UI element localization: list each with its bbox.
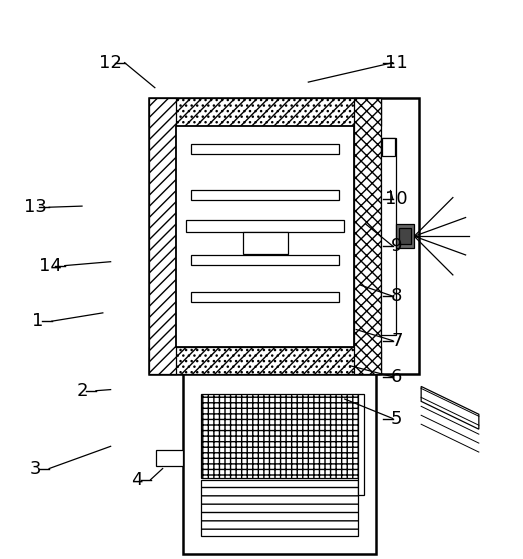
Text: 6: 6: [391, 368, 402, 386]
Bar: [381, 138, 396, 335]
Text: 13: 13: [24, 198, 47, 216]
Text: 8: 8: [391, 287, 402, 305]
Bar: [186, 220, 344, 232]
Bar: [354, 98, 381, 375]
Bar: [149, 98, 381, 126]
Bar: [155, 449, 184, 466]
Bar: [396, 224, 414, 248]
Text: 5: 5: [391, 410, 403, 428]
Text: 2: 2: [76, 382, 88, 400]
Bar: [191, 144, 338, 154]
Text: 1: 1: [32, 312, 43, 330]
Text: 11: 11: [385, 54, 408, 72]
Bar: [191, 292, 338, 302]
Bar: [149, 98, 176, 375]
Text: 4: 4: [131, 471, 142, 489]
Bar: [201, 480, 358, 536]
Bar: [382, 138, 395, 155]
Polygon shape: [421, 386, 479, 429]
Bar: [149, 98, 381, 126]
Text: 9: 9: [391, 237, 403, 255]
Bar: [191, 191, 338, 201]
Text: 14: 14: [39, 257, 62, 274]
Bar: [191, 255, 338, 265]
Text: 12: 12: [99, 54, 122, 72]
Bar: [176, 126, 354, 347]
Bar: [201, 395, 358, 478]
Bar: [149, 98, 419, 375]
Bar: [358, 395, 365, 495]
Text: 3: 3: [29, 459, 41, 477]
Bar: [149, 347, 381, 375]
Text: 7: 7: [391, 331, 403, 350]
Bar: [184, 375, 377, 553]
Text: 10: 10: [385, 190, 408, 208]
Bar: [243, 232, 288, 254]
Bar: [399, 228, 411, 244]
Bar: [149, 347, 381, 375]
